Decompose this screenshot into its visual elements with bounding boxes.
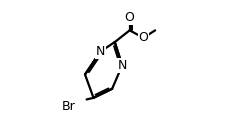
Text: O: O: [138, 31, 148, 44]
Text: N: N: [117, 59, 126, 72]
Text: N: N: [95, 45, 105, 58]
Text: Br: Br: [61, 100, 75, 113]
Text: O: O: [124, 11, 134, 24]
